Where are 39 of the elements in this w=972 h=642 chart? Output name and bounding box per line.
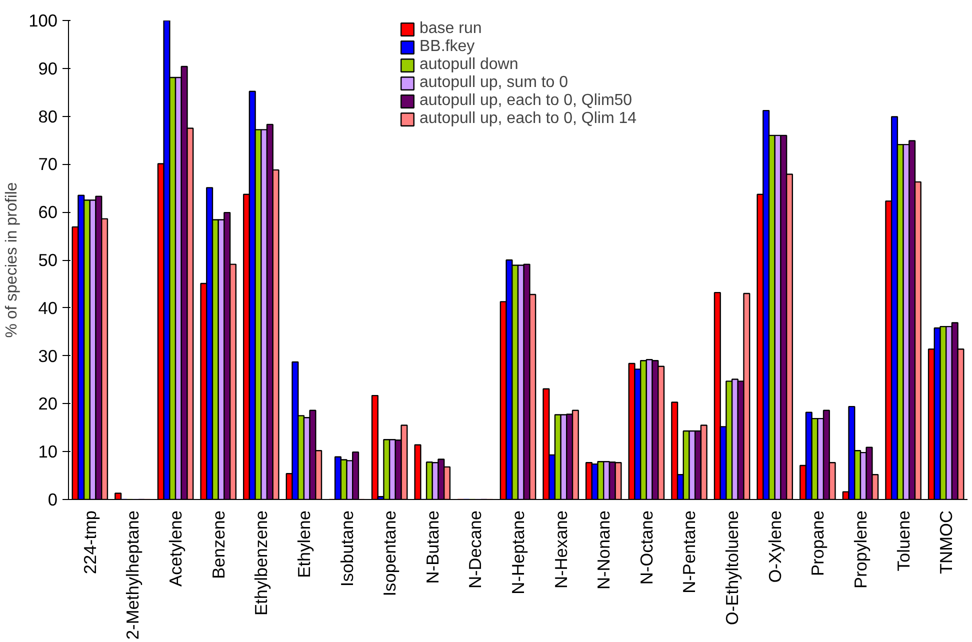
- y-tick-label: 80: [38, 106, 58, 126]
- x-tick-label: N-Hexane: [550, 510, 571, 589]
- x-tick-label: Ethylbenzene: [251, 510, 272, 616]
- y-tick-label: 30: [38, 346, 58, 366]
- y-tick-label: 0: [48, 490, 58, 510]
- y-axis-title: % of species in profile: [4, 182, 21, 338]
- y-tick-label: 70: [38, 154, 58, 174]
- y-tick-label: 40: [38, 298, 58, 318]
- x-tick-label: Acetylene: [166, 510, 186, 587]
- x-tick-label: Benzene: [208, 510, 228, 579]
- legend-label: autopull up, each to 0, Qlim 14: [419, 110, 637, 128]
- legend-label: base run: [419, 20, 482, 38]
- x-tick-label: N-Heptane: [508, 510, 528, 594]
- x-tick-label: O-Xylene: [764, 510, 785, 583]
- x-tick-label: Propylene: [850, 510, 870, 589]
- x-tick-label: O-Ethyltoluene: [722, 510, 742, 626]
- x-tick-label: Ethylene: [294, 510, 314, 578]
- y-tick-label: 90: [38, 58, 58, 78]
- x-tick-label: 2-Methylheptane: [122, 510, 143, 640]
- y-tick-label: 50: [38, 250, 58, 270]
- y-tick-label: 60: [38, 202, 58, 222]
- x-tick-label: N-Butane: [422, 510, 442, 584]
- x-tick-label: N-Decane: [465, 510, 486, 589]
- legend-label: autopull down: [419, 56, 518, 74]
- legend-label: autopull up, each to 0, Qlim50: [419, 92, 632, 110]
- y-tick-label: 100: [28, 10, 58, 30]
- legend-label: autopull up, sum to 0: [419, 74, 568, 92]
- x-tick-label: 224-tmp: [80, 510, 100, 574]
- x-tick-label: Toluene: [893, 510, 914, 572]
- x-tick-label: Isobutane: [336, 510, 357, 587]
- x-tick-label: TNMOC: [936, 510, 956, 574]
- y-tick-label: 10: [38, 442, 58, 462]
- y-tick-label: 20: [38, 394, 58, 414]
- x-tick-label: Propane: [808, 510, 828, 576]
- x-tick-label: Isopentane: [380, 510, 400, 596]
- x-tick-label: N-Pentane: [679, 510, 700, 594]
- x-tick-label: N-Nonane: [594, 510, 614, 590]
- legend-label: BB.fkey: [419, 38, 475, 56]
- x-tick-label: N-Octane: [636, 510, 656, 585]
